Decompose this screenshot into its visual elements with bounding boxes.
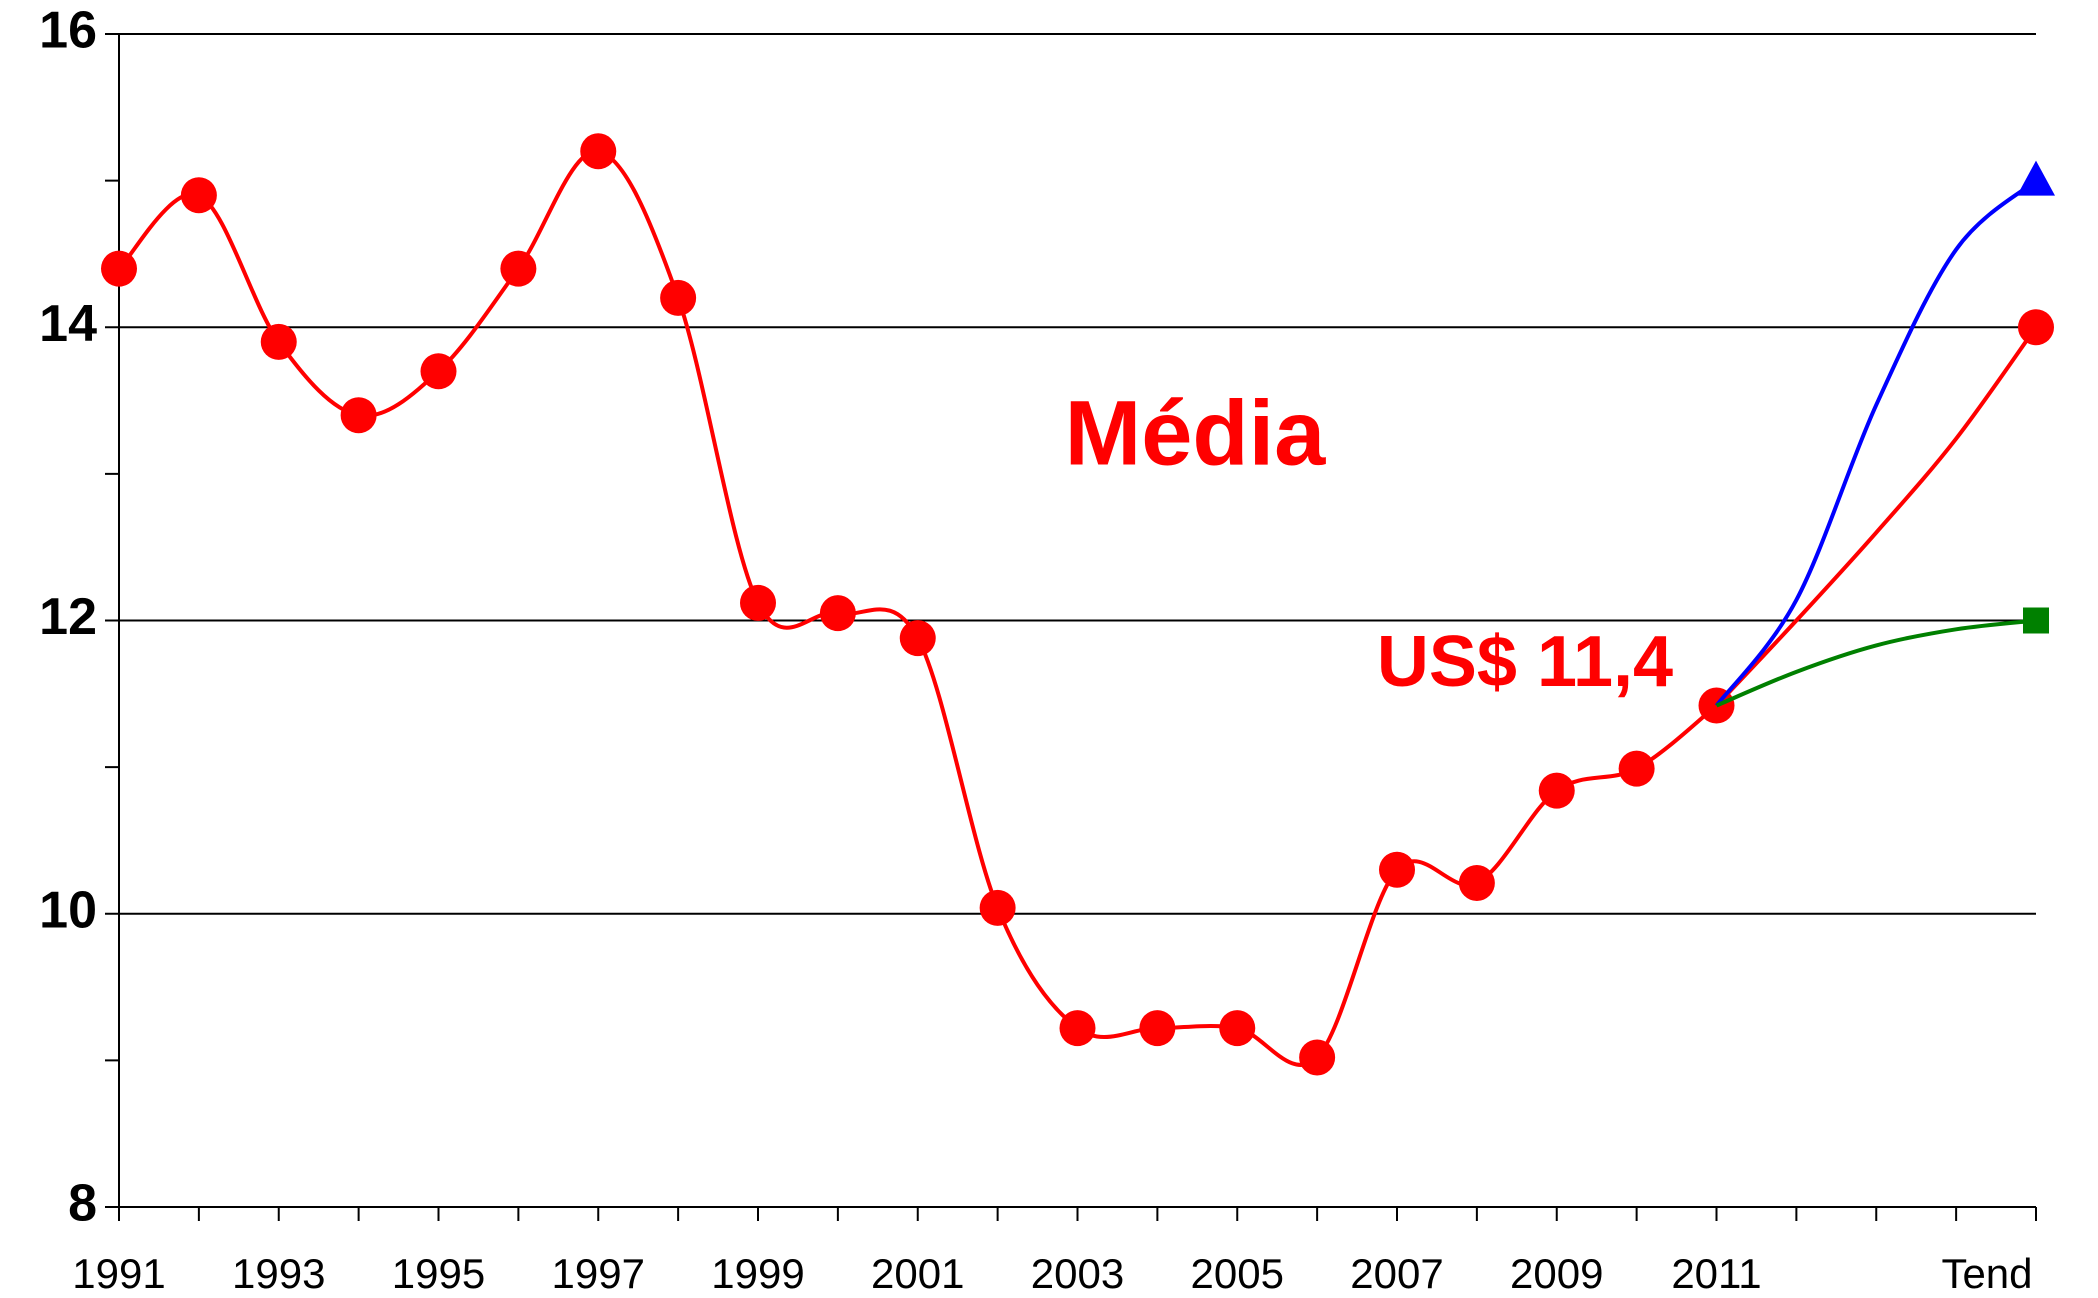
end-marker — [2023, 607, 2049, 634]
point-marker — [260, 323, 297, 360]
series-line — [1714, 179, 2038, 707]
point-marker — [899, 620, 936, 657]
x-tick-label: 1991 — [72, 1250, 165, 1297]
point-marker — [1618, 750, 1655, 787]
point-marker — [500, 250, 537, 287]
y-tick-label: 8 — [68, 1175, 97, 1233]
point-marker — [1059, 1010, 1096, 1047]
annotation: Média — [1065, 382, 1327, 484]
x-tick-label: 2003 — [1031, 1250, 1124, 1297]
point-marker — [660, 279, 697, 316]
point-marker — [580, 133, 617, 170]
y-tick-label: 10 — [39, 881, 97, 939]
x-tick-label: 1999 — [711, 1250, 804, 1297]
point-marker — [819, 595, 856, 632]
x-tick-label: 2007 — [1350, 1250, 1443, 1297]
point-marker — [101, 250, 137, 287]
point-marker — [1219, 1010, 1256, 1047]
point-marker — [1139, 1010, 1176, 1047]
annotation: US$ 11,4 — [1377, 622, 1673, 702]
y-tick-label: 14 — [39, 295, 97, 353]
point-marker — [740, 584, 776, 621]
series-line — [117, 149, 1718, 1067]
point-marker — [1538, 772, 1575, 809]
y-tick-label: 16 — [39, 2, 97, 60]
x-tick-label: Tend — [1941, 1250, 2032, 1297]
x-tick-label: 2011 — [1671, 1250, 1761, 1297]
series-line — [1715, 326, 2038, 707]
x-tick-label: 2009 — [1510, 1250, 1603, 1297]
point-marker — [1379, 851, 1415, 888]
x-tick-label: 2001 — [871, 1250, 964, 1297]
point-marker — [420, 353, 457, 390]
point-marker — [1299, 1039, 1336, 1076]
series-line — [1715, 618, 2037, 708]
x-tick-label: 2005 — [1191, 1250, 1284, 1297]
x-tick-label: 1993 — [232, 1250, 325, 1297]
point-marker — [979, 889, 1016, 926]
x-tick-label: 1995 — [392, 1250, 485, 1297]
x-tick-label: 1997 — [552, 1250, 645, 1297]
point-marker — [1458, 864, 1495, 901]
y-tick-label: 12 — [39, 588, 97, 646]
end-marker — [2017, 160, 2055, 196]
point-marker — [180, 177, 217, 214]
point-marker — [340, 397, 377, 434]
